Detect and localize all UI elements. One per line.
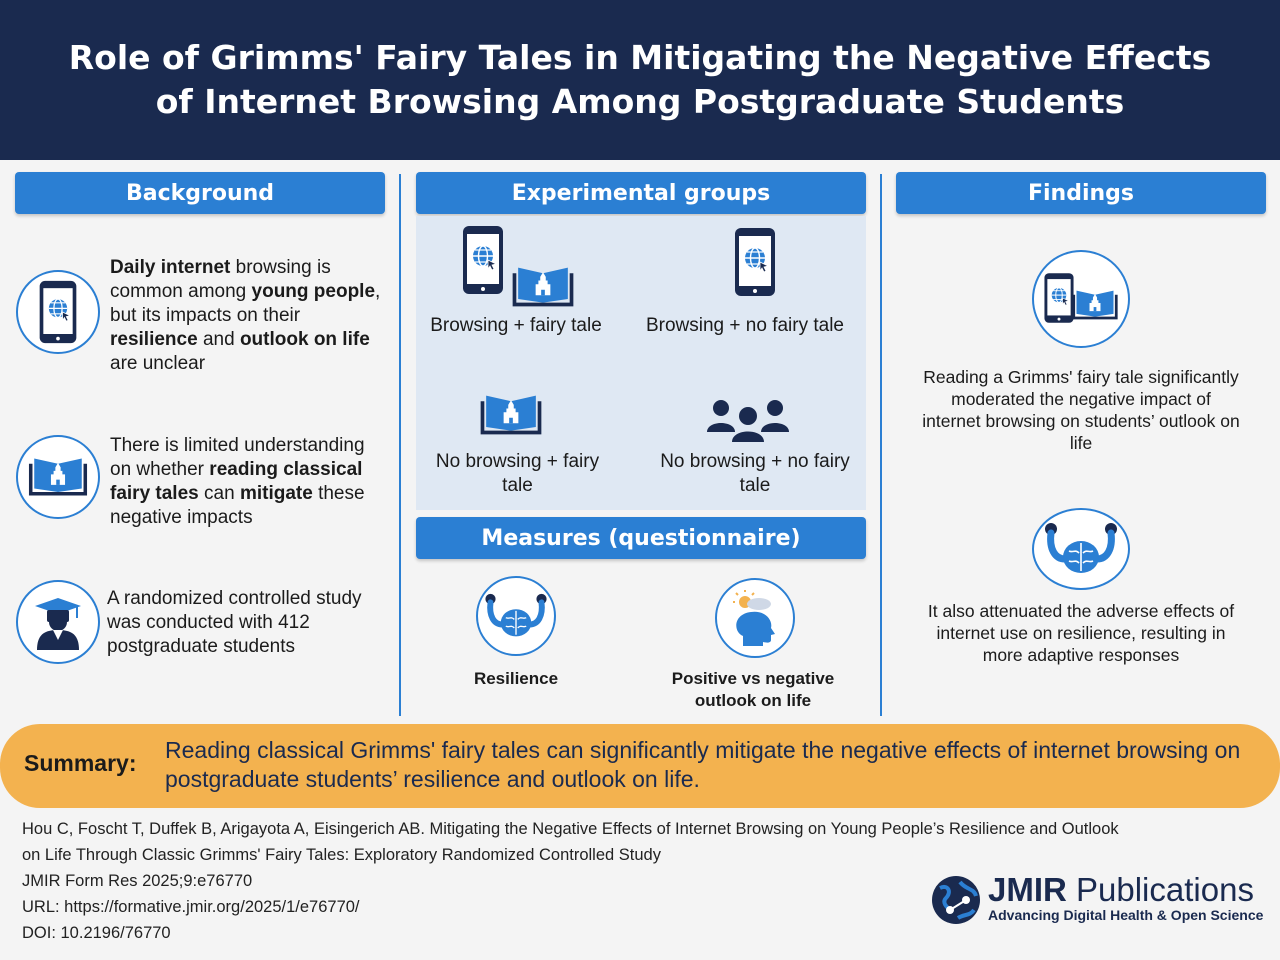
measures-heading: Measures (questionnaire) (416, 517, 866, 559)
finding-1: Reading a Grimms' fairy tale significant… (922, 367, 1240, 453)
measure-resilience: Resilience (473, 669, 559, 688)
fairy-tale-book-icon (478, 392, 544, 438)
measure-outlook: Positive vs negative outlook on life (671, 669, 835, 710)
citation-line-3: JMIR Form Res 2025;9:e76770 (22, 872, 253, 890)
finding-2: It also attenuated the adverse effects o… (927, 601, 1235, 665)
phone-icon (733, 226, 777, 298)
header-banner: Role of Grimms' Fairy Tales in Mitigatin… (0, 0, 1280, 160)
head-weather-icon (715, 578, 795, 658)
fairy-tale-book-icon (16, 435, 100, 519)
findings-heading: Findings (896, 172, 1266, 214)
background-heading: Background (15, 172, 385, 214)
phone-book-icon (1032, 250, 1130, 348)
phone-icon (16, 270, 100, 354)
fairy-tale-book-icon (510, 264, 576, 310)
jmir-tagline: Advancing Digital Health & Open Science (988, 907, 1264, 923)
background-item-2: There is limited understanding on whethe… (110, 435, 365, 528)
summary-label: Summary: (24, 750, 137, 776)
group-no-browsing-fairy-tale: No browsing + fairy tale (435, 451, 600, 496)
citation-url[interactable]: URL: https://formative.jmir.org/2025/1/e… (22, 898, 360, 916)
summary-text: Reading classical Grimms' fairy tales ca… (165, 737, 1241, 792)
brain-strength-icon (476, 576, 556, 656)
group-browsing-fairy-tale: Browsing + fairy tale (430, 315, 602, 336)
group-no-browsing-no-fairy-tale: No browsing + no fairy tale (660, 451, 850, 496)
background-item-3: A randomized controlled study was conduc… (107, 588, 362, 657)
page-title: Role of Grimms' Fairy Tales in Mitigatin… (68, 38, 1212, 121)
graduate-icon (16, 580, 100, 664)
experimental-groups-heading: Experimental groups (416, 172, 866, 214)
background-item-1: Daily internet browsing is common among … (110, 257, 381, 374)
citation-line-2: on Life Through Classic Grimms' Fairy Ta… (22, 846, 661, 864)
brain-strength-icon (1032, 508, 1130, 590)
group-browsing-no-fairy-tale: Browsing + no fairy tale (645, 315, 844, 336)
jmir-globe-icon (932, 876, 980, 924)
citation-line-1: Hou C, Foscht T, Duffek B, Arigayota A, … (22, 820, 1119, 838)
jmir-logo-text: JMIR Publications (988, 871, 1254, 908)
phone-icon (460, 224, 506, 296)
summary-banner: Summary: Reading classical Grimms' fairy… (0, 724, 1280, 808)
column-divider-left (399, 174, 401, 716)
citation-doi[interactable]: DOI: 10.2196/76770 (22, 924, 171, 942)
column-divider-right (880, 174, 882, 716)
people-group-icon (707, 400, 789, 442)
